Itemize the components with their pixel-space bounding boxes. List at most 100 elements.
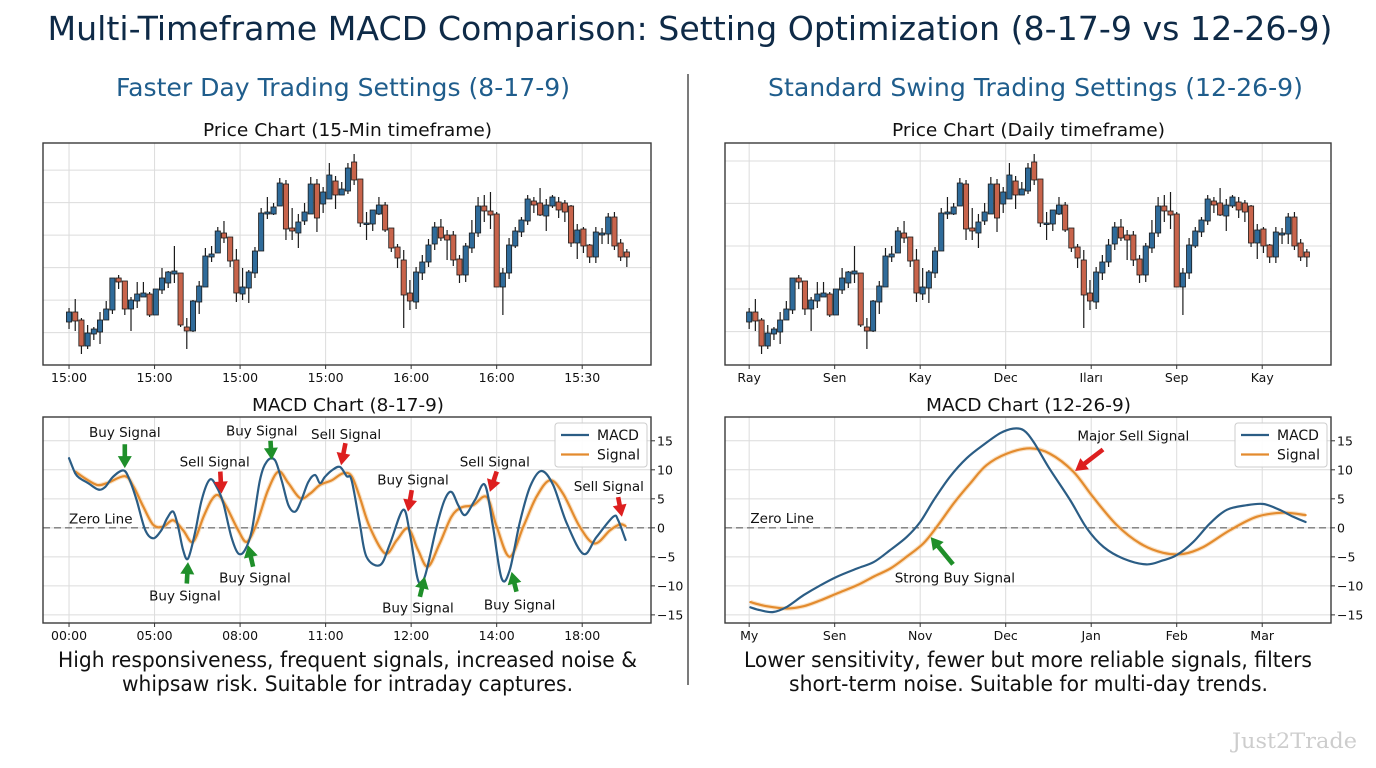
sell-arrow-icon [1075, 447, 1105, 471]
buy-arrow-icon [263, 440, 278, 460]
left-caption-line-2: whipsaw risk. Suitable for intraday capt… [122, 672, 573, 696]
candle-bullish [894, 227, 901, 254]
candle-body [1198, 219, 1205, 233]
candle-body [320, 191, 327, 205]
candle-bearish [857, 272, 864, 327]
candle-body [456, 258, 463, 276]
candle-body [109, 277, 116, 311]
legend: MACD Signal [554, 422, 648, 468]
x-tick-label: 12:00 [393, 628, 429, 643]
candle-bearish [1130, 231, 1137, 266]
candle-bullish [462, 243, 469, 282]
candle-bullish [845, 271, 852, 288]
candle-bullish [326, 163, 333, 200]
candle-bullish [251, 247, 258, 278]
candle-bullish [506, 238, 513, 279]
candle-bullish [1285, 213, 1292, 244]
candle-body [925, 271, 932, 289]
candle-bullish [1179, 268, 1186, 315]
candle-body [894, 230, 901, 254]
sell-arrow-icon [213, 471, 228, 494]
buy-arrow-icon [117, 444, 132, 469]
candle-body [78, 319, 85, 347]
candle-body [425, 244, 432, 263]
candle-bullish [512, 227, 519, 248]
candle-body [1217, 202, 1224, 216]
candle-body [1303, 251, 1310, 258]
candle-body [1155, 205, 1162, 234]
candle-bullish [369, 209, 376, 231]
candle-body [115, 277, 122, 283]
candle-bullish [592, 227, 599, 263]
candle-body [870, 300, 877, 332]
candle-body [468, 232, 475, 249]
x-tick-label: 16:00 [393, 370, 429, 385]
right-macd-chart-title: MACD Chart (12-26-9) [926, 395, 1131, 416]
candle-body [1297, 242, 1304, 258]
candle-body [746, 311, 753, 323]
candle-bearish [561, 200, 568, 222]
candle-body [1080, 259, 1087, 296]
y-tick-label: −5 [1337, 549, 1355, 564]
candle-body [375, 204, 382, 215]
candle-body [549, 196, 556, 207]
candle-body [882, 255, 889, 288]
candle-bearish [580, 227, 587, 253]
candle-bearish [1086, 280, 1093, 310]
candle-bullish [764, 325, 771, 349]
candle-bullish [1000, 187, 1007, 213]
candle-bullish [158, 268, 165, 294]
candle-bullish [1155, 197, 1162, 237]
candle-body [1266, 244, 1273, 258]
left-price-chart-title: Price Chart (15-Min timeframe) [203, 120, 492, 141]
candle-bearish [1161, 195, 1168, 222]
candle-bullish [518, 217, 525, 237]
candle-bullish [549, 195, 556, 208]
candle-body [413, 271, 420, 303]
right-price-chart: Ray Sen Kay Dec Iları Sep Kay [724, 142, 1332, 385]
candle-body [245, 271, 252, 289]
candle-bullish [475, 197, 482, 237]
sell-arrow-icon [403, 489, 417, 512]
candle-bullish [431, 222, 438, 250]
candle-body [363, 222, 370, 226]
x-tick-label: 15:00 [137, 370, 173, 385]
candle-bullish [599, 228, 606, 244]
candle-bullish [90, 327, 97, 340]
candle-body [1210, 200, 1217, 206]
candle-body [146, 293, 153, 316]
candle-body [90, 328, 97, 335]
right-macd-chart: Zero Line My Sen Nov Dec Jan Feb Mar 15 10 5 0 −5 −10… [724, 416, 1363, 643]
candle-bullish [789, 277, 796, 314]
sell-signal-annotation: Major Sell Signal [1075, 429, 1189, 471]
candle-bearish [555, 197, 562, 218]
plot-frame [42, 416, 652, 624]
candle-body [826, 293, 833, 316]
candle-bearish [758, 318, 765, 354]
candle-bullish [109, 277, 116, 314]
candle-body [820, 292, 827, 298]
candle-body [938, 212, 945, 252]
candle-body [1148, 232, 1155, 249]
candle-body [499, 272, 506, 288]
candle-body [1260, 228, 1267, 247]
sell-arrow-icon [487, 470, 501, 492]
candle-bearish [289, 208, 296, 240]
x-tick-label: Feb [1166, 628, 1188, 643]
candle-body [1235, 201, 1242, 211]
candle-bullish [320, 187, 327, 213]
candle-bullish [338, 182, 345, 196]
candle-bullish [987, 177, 994, 215]
x-tick-label: Dec [994, 628, 1018, 643]
candle-body [338, 188, 345, 196]
main-title: Multi-Timeframe MACD Comparison: Setting… [48, 9, 1333, 48]
watermark-logo: Just2Trade [1230, 729, 1357, 753]
candle-bearish [1167, 192, 1174, 229]
candle-bearish [1074, 244, 1081, 268]
sell-signal-annotation: Sell Signal [460, 455, 530, 492]
candle-body [227, 236, 234, 262]
candle-bearish [901, 221, 908, 243]
candle-body [1093, 271, 1100, 303]
series-signal [73, 469, 627, 569]
legend-item: Signal [561, 448, 640, 464]
